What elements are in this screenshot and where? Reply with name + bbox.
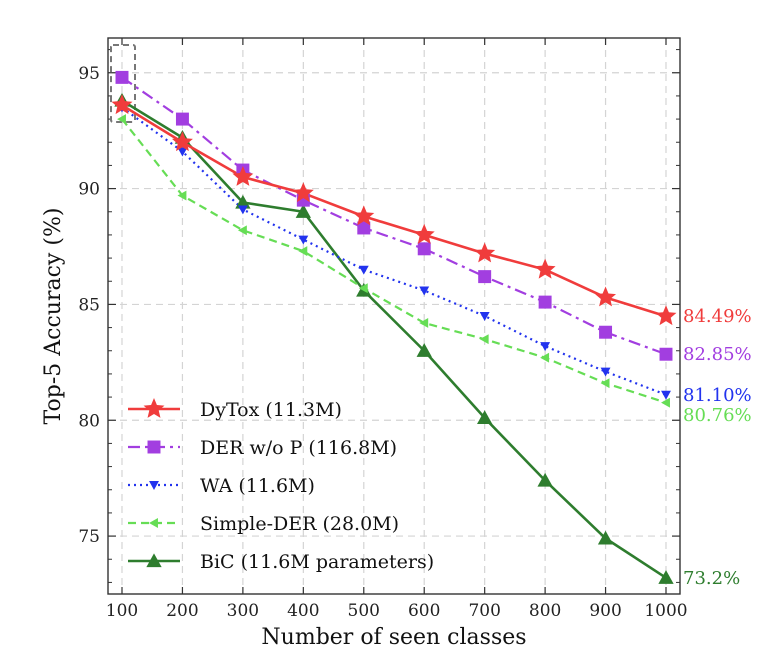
legend: DyTox (11.3M) DER w/o P (116.8M) WA (11.6M…	[128, 398, 434, 573]
data-point-simple-der-28-0m	[419, 318, 429, 328]
data-point-simple-der-28-0m	[117, 114, 126, 125]
end-label-der-w-o-p-116-8m: 82.85%	[683, 344, 752, 365]
x-tick-label: 300	[227, 601, 259, 621]
data-point-dytox-11-3m	[232, 166, 254, 186]
data-point-dytox-11-3m	[413, 223, 435, 244]
series-markers	[111, 70, 677, 584]
data-point-wa-11-6m	[661, 390, 671, 400]
end-label-dytox-11-3m: 84.49%	[683, 306, 752, 327]
data-point-der-w-o-p-116-8m	[357, 221, 371, 235]
y-tick-label: 90	[78, 180, 100, 200]
data-point-wa-11-6m	[479, 312, 490, 321]
legend-marker-bic-11-6m-parameters	[146, 553, 162, 568]
y-axis-title: Top-5 Accuracy (%)	[41, 208, 66, 425]
x-tick-label: 100	[106, 601, 138, 621]
data-point-bic-11-6m-parameters	[416, 343, 432, 357]
data-point-dytox-11-3m	[292, 182, 314, 203]
data-point-der-w-o-p-116-8m	[599, 325, 613, 339]
data-point-simple-der-28-0m	[600, 378, 610, 389]
legend-label-dytox-11-3m: DyTox (11.3M)	[200, 399, 342, 421]
legend-label-bic-11-6m-parameters: BiC (11.6M parameters)	[200, 551, 434, 573]
series-line-simple-der-28-0m	[121, 118, 667, 404]
data-point-simple-der-28-0m	[177, 190, 187, 201]
data-point-der-w-o-p-116-8m	[417, 242, 431, 256]
legend-label-der-w-o-p-116-8m: DER w/o P (116.8M)	[200, 437, 397, 459]
data-point-bic-11-6m-parameters	[477, 410, 493, 425]
end-labels: 84.49% 82.85% 81.10%80.76% 73.2%	[683, 306, 752, 589]
zoom-highlight-box	[110, 44, 136, 123]
data-point-wa-11-6m	[237, 205, 248, 215]
data-point-bic-11-6m-parameters	[597, 530, 614, 545]
data-point-simple-der-28-0m	[479, 334, 489, 345]
data-point-dytox-11-3m	[353, 205, 375, 226]
y-tick-label: 80	[78, 411, 100, 431]
data-point-der-w-o-p-116-8m	[478, 270, 492, 284]
x-tick-label: 900	[589, 601, 621, 621]
end-label-simple-der-28-0m: 80.76%	[683, 405, 752, 426]
series-line-dytox-11-3m	[121, 104, 667, 318]
data-point-simple-der-28-0m	[540, 352, 550, 363]
data-point-wa-11-6m	[419, 286, 430, 296]
x-tick-label: 1000	[644, 601, 687, 621]
data-point-simple-der-28-0m	[298, 246, 308, 257]
x-tick-label: 700	[468, 601, 500, 621]
y-tick-label: 75	[78, 527, 100, 547]
data-point-dytox-11-3m	[171, 131, 193, 152]
series-line-wa-11-6m	[121, 106, 667, 396]
data-point-dytox-11-3m	[534, 258, 556, 279]
legend-marker-der-w-o-p-116-8m	[147, 440, 161, 454]
data-point-der-w-o-p-116-8m	[659, 347, 673, 361]
end-label-bic-11-6m-parameters: 73.2%	[683, 568, 740, 589]
data-point-wa-11-6m	[600, 367, 611, 377]
series-line-bic-11-6m-parameters	[121, 99, 667, 579]
data-point-bic-11-6m-parameters	[235, 194, 251, 209]
end-label-wa-11-6m: 81.10%	[683, 385, 752, 406]
x-tick-label: 800	[529, 601, 561, 621]
legend-marker-wa-11-6m	[149, 481, 159, 490]
data-point-bic-11-6m-parameters	[295, 204, 311, 218]
data-point-simple-der-28-0m	[358, 283, 368, 294]
data-point-der-w-o-p-116-8m	[538, 295, 552, 309]
data-point-simple-der-28-0m	[237, 225, 247, 236]
data-point-der-w-o-p-116-8m	[115, 70, 129, 84]
data-point-dytox-11-3m	[474, 242, 496, 263]
data-point-simple-der-28-0m	[661, 397, 670, 408]
series-lines	[121, 76, 667, 579]
legend-marker-simple-der-28-0m	[149, 518, 158, 528]
y-tick-label: 85	[78, 295, 100, 315]
axes: 100 200 300 400 500 600 700 800 900 1000 75 80 85 90 9…	[78, 38, 688, 621]
series-line-der-w-o-p-116-8m	[121, 76, 667, 356]
legend-label-simple-der-28-0m: Simple-DER (28.0M)	[200, 513, 399, 535]
x-tick-label: 600	[408, 601, 440, 621]
x-tick-label: 400	[287, 601, 319, 621]
data-point-bic-11-6m-parameters	[537, 472, 553, 487]
x-tick-label: 200	[166, 601, 198, 621]
data-point-der-w-o-p-116-8m	[175, 112, 189, 126]
x-tick-label: 500	[348, 601, 380, 621]
data-point-dytox-11-3m	[595, 286, 617, 307]
y-tick-label: 95	[78, 64, 100, 84]
data-point-dytox-11-3m	[655, 305, 677, 326]
data-point-wa-11-6m	[358, 265, 369, 275]
data-point-dytox-11-3m	[111, 94, 133, 115]
data-point-wa-11-6m	[298, 235, 309, 245]
data-point-wa-11-6m	[540, 342, 551, 352]
x-axis-title: Number of seen classes	[261, 625, 526, 650]
data-point-bic-11-6m-parameters	[658, 570, 674, 584]
plot-frame	[107, 37, 681, 595]
legend-label-wa-11-6m: WA (11.6M)	[200, 475, 315, 497]
legend-marker-dytox-11-3m	[143, 398, 165, 418]
data-point-wa-11-6m	[177, 147, 188, 157]
grid-lines	[108, 38, 680, 594]
